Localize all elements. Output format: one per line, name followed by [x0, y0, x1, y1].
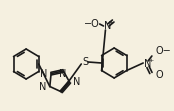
Text: N: N	[39, 81, 46, 91]
Text: +: +	[108, 20, 113, 25]
Text: N: N	[144, 59, 152, 69]
Text: −O: −O	[84, 19, 100, 29]
Text: N: N	[59, 69, 66, 79]
Text: N: N	[73, 77, 80, 87]
Text: O: O	[156, 70, 163, 80]
Text: N: N	[40, 69, 48, 79]
Text: +: +	[149, 57, 154, 62]
Text: S: S	[82, 57, 88, 67]
Text: N: N	[104, 21, 111, 31]
Text: O−: O−	[156, 46, 172, 56]
